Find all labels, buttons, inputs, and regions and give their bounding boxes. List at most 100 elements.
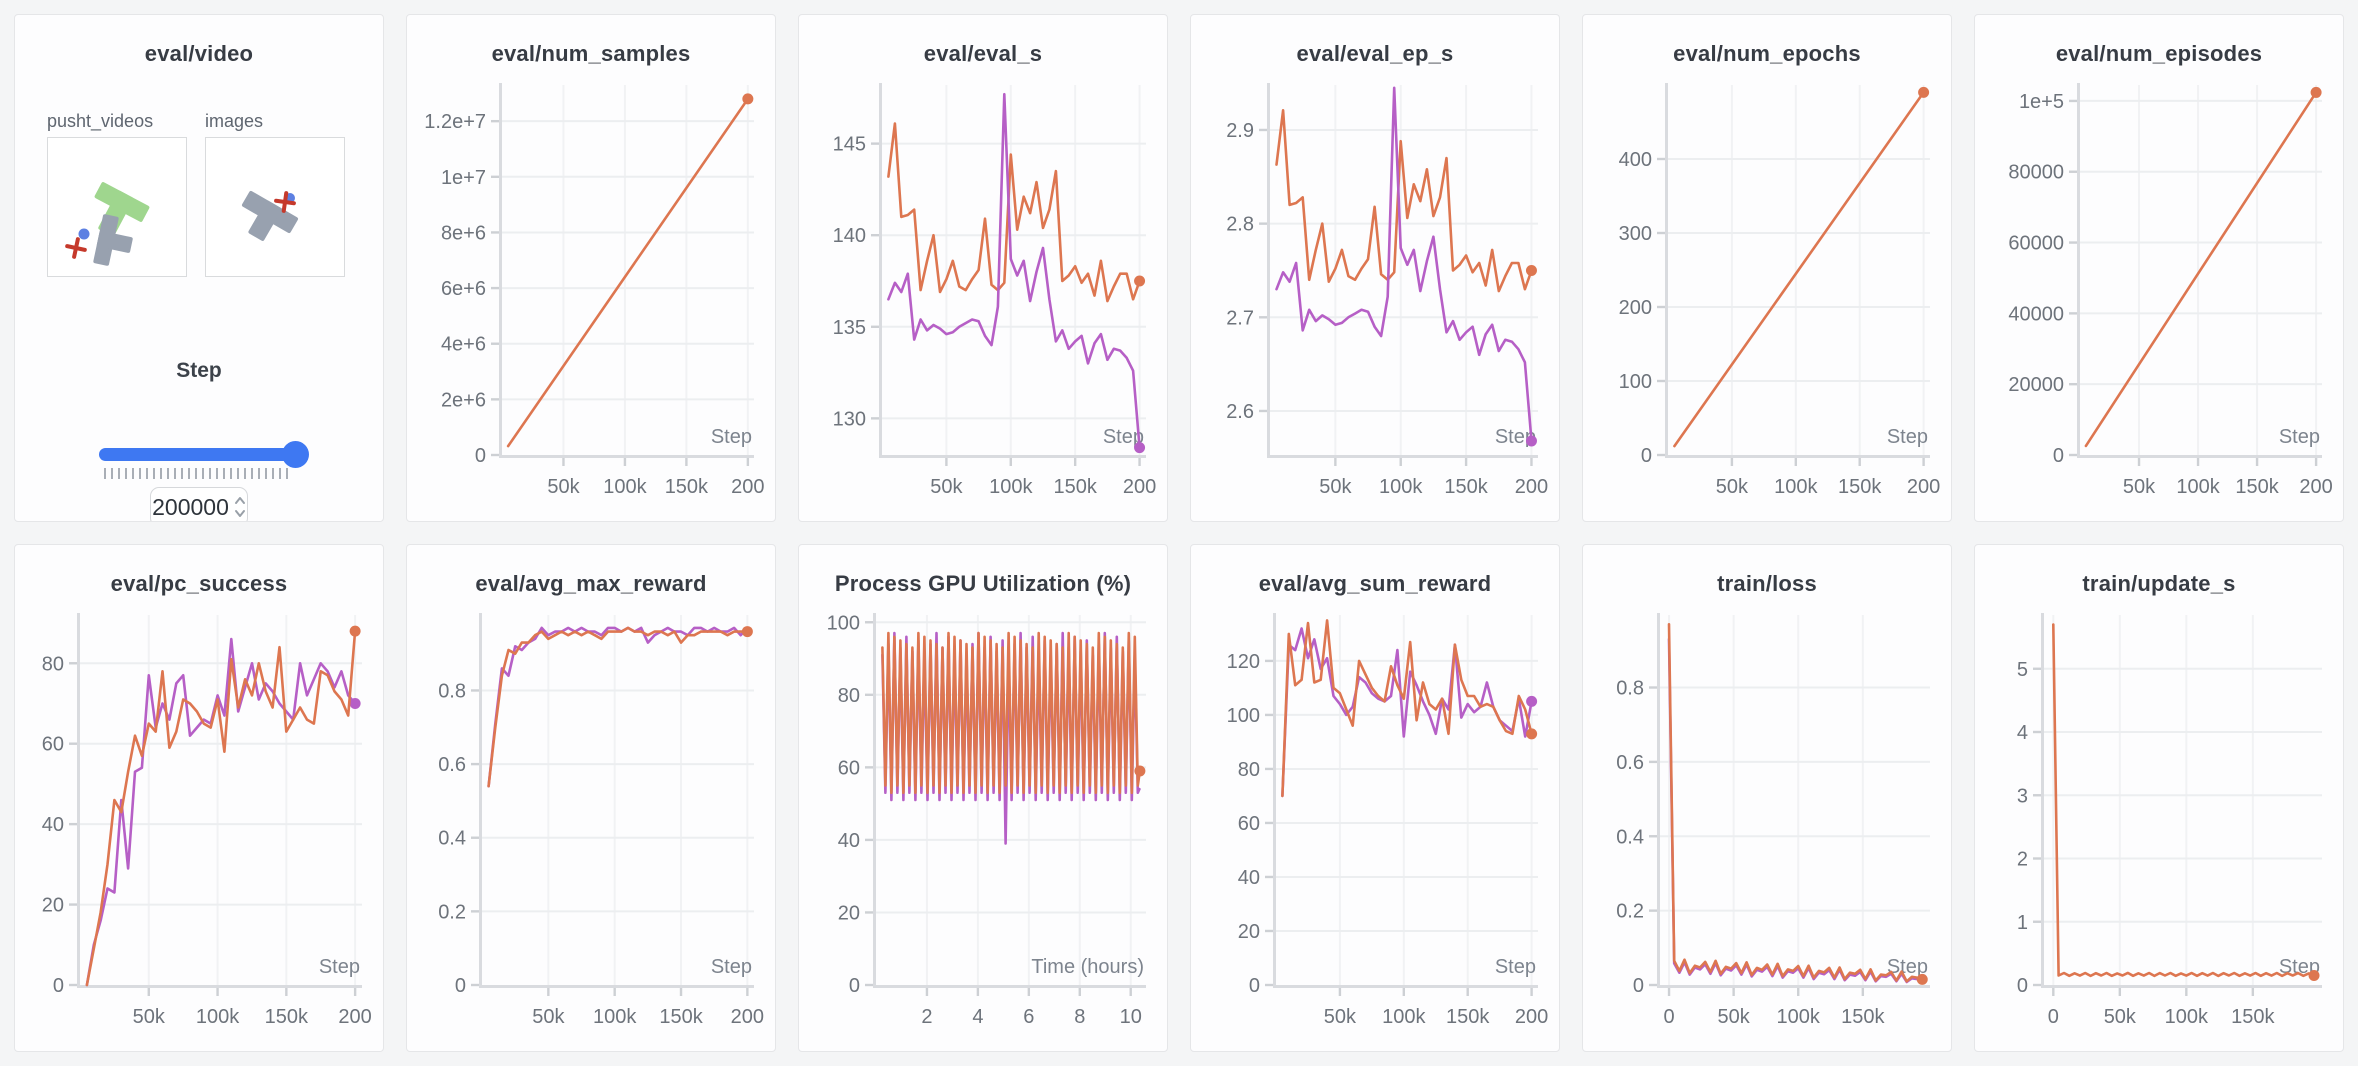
step-slider-tickmarks — [104, 468, 290, 479]
chart-eval-eval-s[interactable]: 50k 100k 150k 200 130 135 140 145 Step — [808, 73, 1167, 516]
chart-eval-num-samples[interactable]: 50k 100k 150k 200 0 2e+6 4e+6 6e+6 8e+6 1e+7 1.2e+… — [416, 73, 775, 516]
svg-text:0: 0 — [1249, 975, 1260, 997]
svg-text:Step: Step — [1495, 426, 1536, 448]
svg-text:150k: 150k — [665, 476, 709, 498]
chart-eval-eval-ep-s[interactable]: 50k 100k 150k 200 2.6 2.7 2.8 2.9 Step — [1200, 73, 1559, 516]
svg-text:0: 0 — [1641, 445, 1652, 467]
svg-text:120: 120 — [1227, 651, 1260, 673]
svg-text:5: 5 — [2017, 659, 2028, 681]
svg-text:1.2e+7: 1.2e+7 — [424, 111, 486, 133]
chart-title: eval/avg_sum_reward — [1258, 571, 1492, 596]
svg-text:0: 0 — [53, 975, 64, 997]
svg-text:0: 0 — [2053, 445, 2064, 467]
svg-text:2.6: 2.6 — [1226, 401, 1254, 423]
gray-block-t-shape — [93, 214, 133, 266]
svg-text:0: 0 — [849, 975, 860, 997]
svg-text:2: 2 — [921, 1006, 932, 1028]
chart-title: train/loss — [1717, 571, 1817, 596]
step-value-text: 200000 — [152, 493, 229, 520]
svg-text:200: 200 — [338, 1006, 371, 1028]
svg-text:100k: 100k — [603, 476, 647, 498]
svg-text:4: 4 — [2017, 722, 2028, 744]
svg-text:150k: 150k — [1446, 1006, 1490, 1028]
svg-text:40: 40 — [42, 814, 64, 836]
step-slider-handle[interactable] — [282, 441, 309, 468]
svg-text:40: 40 — [1238, 867, 1260, 889]
chart-title: eval/num_samples — [491, 41, 691, 66]
stepper-up-down-icon[interactable] — [234, 495, 246, 519]
svg-text:60: 60 — [42, 734, 64, 756]
media-thumbnail-pusht-videos[interactable] — [47, 137, 187, 277]
panel-eval-num-samples: eval/num_samples 50k 100k 150k 200 0 2e+6 4e+6… — [406, 14, 776, 522]
svg-text:100k: 100k — [1382, 1006, 1426, 1028]
svg-text:Step: Step — [319, 956, 360, 978]
svg-text:100k: 100k — [593, 1006, 637, 1028]
svg-text:10: 10 — [1120, 1006, 1142, 1028]
svg-text:100k: 100k — [1777, 1006, 1821, 1028]
svg-text:130: 130 — [833, 408, 866, 430]
svg-text:0.6: 0.6 — [438, 754, 466, 776]
svg-text:100: 100 — [827, 612, 860, 634]
pusht-scene-image — [65, 182, 150, 266]
panel-eval-avg-max-reward: eval/avg_max_reward 50k 100k 150k 200 0 0.2 0.… — [406, 544, 776, 1052]
media-thumbnail-images[interactable] — [205, 137, 345, 277]
panel-eval-video: eval/video pusht_videos images — [14, 14, 384, 522]
svg-text:400: 400 — [1619, 149, 1652, 171]
svg-text:50k: 50k — [1324, 1006, 1357, 1028]
chart-title: eval/num_epochs — [1673, 41, 1861, 66]
svg-text:0: 0 — [2048, 1006, 2059, 1028]
chart-eval-num-episodes[interactable]: 50k 100k 150k 200 0 20000 40000 60000 80000 1e+5 S… — [1984, 73, 2343, 516]
chart-train-update-s[interactable]: 0 50k 100k 150k 0 1 2 3 4 5 Step — [1984, 603, 2343, 1046]
chart-train-loss[interactable]: 0 50k 100k 150k 0 0.2 0.4 0.6 0.8 Step — [1592, 603, 1951, 1046]
panel-title: eval/video — [144, 41, 254, 66]
svg-text:200: 200 — [731, 1006, 764, 1028]
svg-text:Step: Step — [1887, 956, 1928, 978]
svg-text:145: 145 — [833, 134, 866, 156]
svg-text:150k: 150k — [1444, 476, 1488, 498]
svg-text:1: 1 — [2017, 912, 2028, 934]
svg-text:200: 200 — [1515, 1006, 1548, 1028]
svg-text:60000: 60000 — [2008, 233, 2064, 255]
svg-text:1e+7: 1e+7 — [441, 167, 486, 189]
step-slider[interactable] — [99, 441, 309, 479]
panel-eval-eval-s: eval/eval_s 50k 100k 150k 200 130 135 140 145 St… — [798, 14, 1168, 522]
chart-title: eval/eval_ep_s — [1296, 41, 1454, 66]
svg-text:80: 80 — [838, 685, 860, 707]
goal-cross-icon — [274, 191, 296, 213]
chart-eval-avg-sum-reward[interactable]: 50k 100k 150k 200 0 20 40 60 80 100 120 Step — [1200, 603, 1559, 1046]
step-slider-track[interactable] — [99, 441, 309, 468]
goal-cross-icon — [65, 237, 87, 259]
svg-text:Step: Step — [2279, 426, 2320, 448]
svg-text:0.4: 0.4 — [1616, 826, 1644, 848]
chart-title: eval/num_episodes — [2055, 41, 2263, 66]
svg-text:200: 200 — [2299, 476, 2332, 498]
svg-text:6e+6: 6e+6 — [441, 278, 486, 300]
panel-eval-avg-sum-reward: eval/avg_sum_reward 50k 100k 150k 200 0 20 40 6… — [1190, 544, 1560, 1052]
svg-text:50k: 50k — [532, 1006, 565, 1028]
svg-text:50k: 50k — [1718, 1006, 1751, 1028]
panel-eval-num-episodes: eval/num_episodes 50k 100k 150k 200 0 20000 40… — [1974, 14, 2344, 522]
svg-text:Step: Step — [1103, 426, 1144, 448]
chart-eval-avg-max-reward[interactable]: 50k 100k 150k 200 0 0.2 0.4 0.6 0.8 Step — [416, 603, 775, 1046]
svg-text:2.7: 2.7 — [1226, 307, 1254, 329]
chart-title: Process GPU Utilization (%) — [834, 571, 1132, 596]
svg-text:200: 200 — [1123, 476, 1156, 498]
svg-text:20000: 20000 — [2008, 374, 2064, 396]
chart-eval-pc-success[interactable]: 50k 100k 150k 200 0 20 40 60 80 Step — [24, 603, 383, 1046]
svg-text:80000: 80000 — [2008, 162, 2064, 184]
step-value-input[interactable]: 200000 — [150, 487, 248, 521]
agent-dot-icon — [78, 228, 90, 240]
svg-text:200: 200 — [1619, 297, 1652, 319]
svg-text:150k: 150k — [265, 1006, 309, 1028]
svg-text:0.4: 0.4 — [438, 828, 466, 850]
svg-text:2: 2 — [2017, 849, 2028, 871]
svg-text:60: 60 — [1238, 813, 1260, 835]
svg-text:100k: 100k — [989, 476, 1033, 498]
chart-process-gpu-utilization[interactable]: 2 4 6 8 10 0 20 40 60 80 100 Time (hours) — [808, 603, 1167, 1046]
svg-text:Time (hours): Time (hours) — [1031, 956, 1144, 978]
chart-eval-num-epochs[interactable]: 50k 100k 150k 200 0 100 200 300 400 Step — [1592, 73, 1951, 516]
svg-text:40000: 40000 — [2008, 303, 2064, 325]
svg-text:50k: 50k — [547, 476, 580, 498]
panel-eval-pc-success: eval/pc_success 50k 100k 150k 200 0 20 40 60 80 S… — [14, 544, 384, 1052]
gray-block-t-shape — [241, 190, 299, 241]
